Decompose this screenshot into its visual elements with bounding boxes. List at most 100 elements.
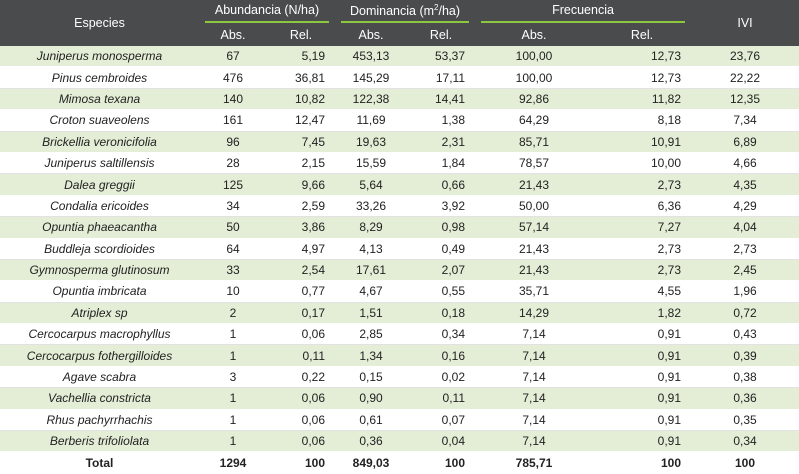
ivi-value: 0,35 xyxy=(691,409,799,432)
species-name: Dalea greggii xyxy=(0,173,199,196)
frequency-rel: 2,73 xyxy=(593,173,692,196)
abundance-rel: 36,81 xyxy=(267,66,336,89)
dominance-rel: 0,16 xyxy=(407,344,476,367)
header-frequency: Frecuencia xyxy=(475,0,692,24)
frequency-rel: 0,91 xyxy=(593,387,692,410)
dominance-abs: 0,15 xyxy=(335,366,408,389)
abundance-abs: 2 xyxy=(199,302,267,325)
ivi-value: 0,36 xyxy=(691,387,799,410)
header-frequency-abs: Abs. xyxy=(475,24,594,46)
frequency-rel: 0,91 xyxy=(593,409,692,432)
frequency-rel: 4,55 xyxy=(593,280,692,303)
species-name: Opuntia imbricata xyxy=(0,280,199,303)
ivi-value: 12,35 xyxy=(691,88,799,111)
frequency-abs: 7,14 xyxy=(475,430,594,453)
dominance-abs: 0,90 xyxy=(335,387,408,410)
frequency-abs: 57,14 xyxy=(475,216,594,239)
table-row: Mimosa texana 140 10,82 122,38 14,41 92,86 11,… xyxy=(0,88,799,111)
frequency-rel: 0,91 xyxy=(593,366,692,389)
dominance-rel: 0,04 xyxy=(407,430,476,453)
ivi-value: 4,35 xyxy=(691,173,799,196)
abundance-rel: 2,54 xyxy=(267,259,336,282)
abundance-rel: 2,59 xyxy=(267,195,336,218)
frequency-rel: 2,73 xyxy=(593,238,692,260)
species-name: Juniperus monosperma xyxy=(0,46,199,68)
ivi-value: 4,66 xyxy=(691,152,799,175)
dominance-rel: 3,92 xyxy=(407,195,476,218)
abundance-abs: 1 xyxy=(199,430,267,453)
frequency-abs: 21,43 xyxy=(475,259,594,282)
abundance-abs: 10 xyxy=(199,280,267,303)
dominance-abs: 2,85 xyxy=(335,323,408,346)
frequency-rel: 8,18 xyxy=(593,109,692,132)
species-name: Vachellia constricta xyxy=(0,387,199,410)
table-row: Croton suaveolens 161 12,47 11,69 1,38 64,29 8… xyxy=(0,109,799,132)
species-name: Brickellia veronicifolia xyxy=(0,131,199,153)
species-name: Cercocarpus fothergilloides xyxy=(0,344,199,367)
frequency-abs: 7,14 xyxy=(475,387,594,410)
ivi-value: 2,73 xyxy=(691,238,799,260)
dominance-rel: 0,34 xyxy=(407,323,476,346)
table-row: Buddleja scordioides 64 4,97 4,13 0,49 21,43 2… xyxy=(0,238,799,260)
frequency-abs: 35,71 xyxy=(475,280,594,303)
table-header: Especies Abundancia (N/ha) Dominancia (m… xyxy=(0,0,799,46)
header-dominance-rel: Rel. xyxy=(407,24,476,46)
abundance-rel: 10,82 xyxy=(267,88,336,111)
abundance-rel: 2,15 xyxy=(267,152,336,175)
frequency-abs: 7,14 xyxy=(475,366,594,389)
total-frequency-abs: 785,71 xyxy=(475,451,594,474)
frequency-abs: 85,71 xyxy=(475,131,594,153)
frequency-rel: 10,00 xyxy=(593,152,692,175)
dominance-abs: 17,61 xyxy=(335,259,408,282)
header-frequency-label: Frecuencia xyxy=(552,3,614,17)
abundance-rel: 4,97 xyxy=(267,238,336,260)
dominance-abs: 0,61 xyxy=(335,409,408,432)
species-name: Mimosa texana xyxy=(0,88,199,111)
ivi-value: 2,45 xyxy=(691,259,799,282)
table-row: Pinus cembroides 476 36,81 145,29 17,11 100,0… xyxy=(0,66,799,89)
abundance-rel: 0,22 xyxy=(267,366,336,389)
dominance-rel: 0,18 xyxy=(407,302,476,325)
species-name: Condalia ericoides xyxy=(0,195,199,218)
abundance-abs: 140 xyxy=(199,88,267,111)
frequency-rel: 7,27 xyxy=(593,216,692,239)
header-dominance-post: /ha) xyxy=(438,3,461,18)
dominance-abs: 8,29 xyxy=(335,216,408,239)
dominance-abs: 4,13 xyxy=(335,238,408,260)
ivi-value: 23,76 xyxy=(691,46,799,68)
table-row: Cercocarpus macrophyllus 1 0,06 2,85 0,34 7,1… xyxy=(0,323,799,346)
abundance-rel: 0,06 xyxy=(267,323,336,346)
table-row: Rhus pachyrrhachis 1 0,06 0,61 0,07 7,14 0,91 0… xyxy=(0,409,799,432)
total-frequency-rel: 100 xyxy=(593,451,692,474)
ivi-value: 4,29 xyxy=(691,195,799,218)
ivi-value: 0,39 xyxy=(691,344,799,367)
frequency-abs: 21,43 xyxy=(475,238,594,260)
abundance-rel: 0,17 xyxy=(267,302,336,325)
frequency-abs: 50,00 xyxy=(475,195,594,218)
abundance-abs: 34 xyxy=(199,195,267,218)
dominance-rel: 17,11 xyxy=(407,66,476,89)
ivi-value: 4,04 xyxy=(691,216,799,239)
total-dominance-abs: 849,03 xyxy=(335,451,408,474)
species-name: Opuntia phaeacantha xyxy=(0,216,199,239)
table-row: Juniperus monosperma 67 5,19 453,13 53,37 100… xyxy=(0,46,799,68)
table-row: Gymnosperma glutinosum 33 2,54 17,61 2,07 21,… xyxy=(0,259,799,282)
dominance-rel: 0,66 xyxy=(407,173,476,196)
abundance-rel: 12,47 xyxy=(267,109,336,132)
species-name: Berberis trifoliolata xyxy=(0,430,199,453)
abundance-rel: 0,77 xyxy=(267,280,336,303)
abundance-abs: 1 xyxy=(199,387,267,410)
total-abundance-rel: 100 xyxy=(267,451,336,474)
header-abundance-rel: Rel. xyxy=(267,24,336,46)
total-abundance-abs: 1294 xyxy=(199,451,267,474)
dominance-abs: 11,69 xyxy=(335,109,408,132)
frequency-rel: 6,36 xyxy=(593,195,692,218)
dominance-rel: 0,02 xyxy=(407,366,476,389)
ivi-value: 22,22 xyxy=(691,66,799,89)
frequency-rel: 12,73 xyxy=(593,46,692,68)
dominance-rel: 0,11 xyxy=(407,387,476,410)
dominance-rel: 0,07 xyxy=(407,409,476,432)
frequency-abs: 21,43 xyxy=(475,173,594,196)
ivi-value: 0,72 xyxy=(691,302,799,325)
